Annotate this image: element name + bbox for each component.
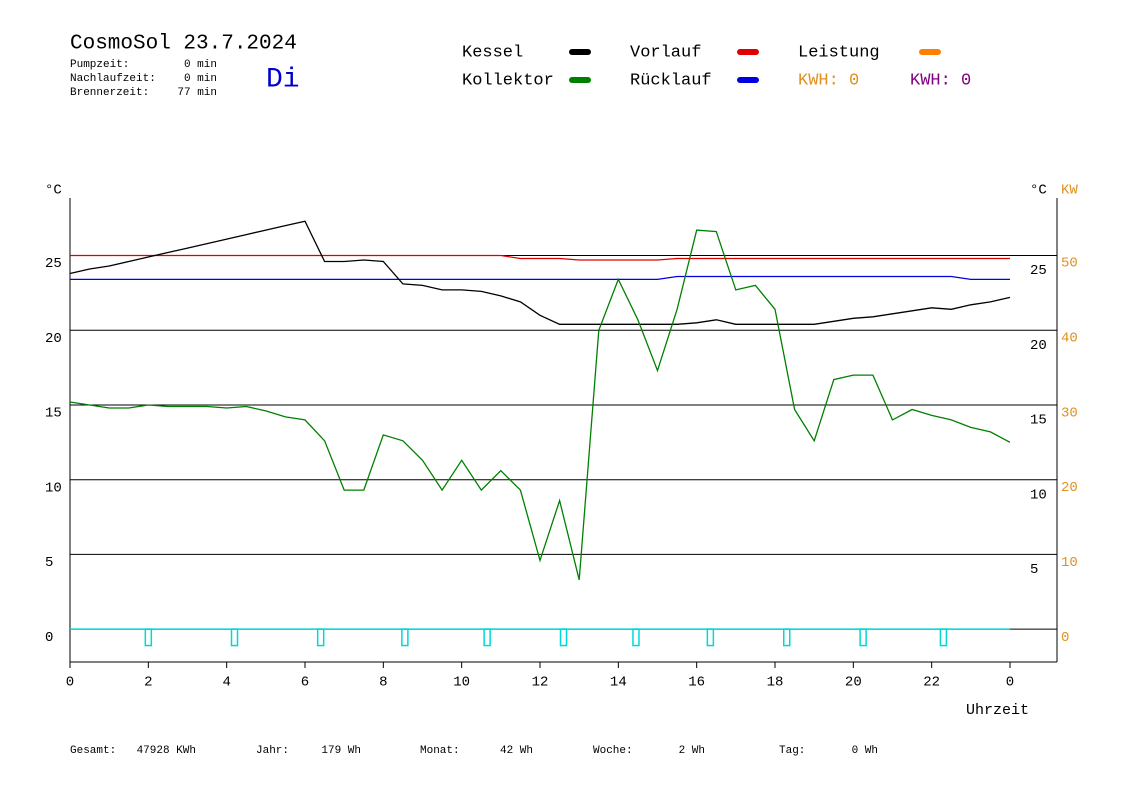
pump-pulse [783,628,791,647]
pump-pulse [401,628,409,647]
pump-pulse [144,628,153,647]
series-line [69,229,1011,580]
y-tick-label-right: 10 [1030,487,1047,503]
kwh-label: KWH: 0 [910,71,971,90]
legend-label: Kollektor [462,71,554,90]
x-tick-label: 22 [923,675,940,691]
total-value: 42 Wh [500,745,533,757]
title: CosmoSol 23.7.2024 [70,33,297,56]
legend-label: Vorlauf [630,43,701,62]
y2-tick-label: 10 [1061,555,1078,571]
total-value: 47928 KWh [137,745,196,757]
y-tick-label: 0 [45,630,53,646]
legend-label: Rücklauf [630,71,712,90]
y-tick-label-right: 5 [1030,562,1038,578]
x-tick-label: 10 [453,675,470,691]
total-label: Tag: [779,745,805,757]
pump-pulse [859,628,867,647]
pump-pulse [706,628,715,647]
y-tick-label-right: 20 [1030,338,1047,354]
series-line [70,275,1010,281]
y2-tick-label: 30 [1061,405,1078,421]
pump-pulse [483,628,491,647]
stat-label: Brennerzeit: [70,87,149,99]
y2-tick-label: 0 [1061,630,1069,646]
pump-pulse [230,628,239,647]
series-line [70,254,1010,261]
stat-value: 77 min [177,87,217,99]
pump-pulse [559,628,568,647]
stat-label: Pumpzeit: [70,59,129,71]
stat-label: Nachlaufzeit: [70,73,156,85]
x-tick-label: 20 [845,675,862,691]
x-tick-label: 12 [532,675,549,691]
stat-value: 0 min [184,59,217,71]
kwh-label: KWH: 0 [798,71,859,90]
y2-tick-label: 50 [1061,256,1078,272]
pump-pulse [632,628,640,647]
y-tick-label: 15 [45,406,62,422]
series-line [69,220,1011,325]
x-tick-label: 0 [1006,675,1014,691]
total-label: Monat: [420,745,460,757]
x-tick-label: 0 [66,675,74,691]
x-tick-label: 18 [767,675,784,691]
total-label: Woche: [593,745,633,757]
y-tick-label: 25 [45,256,62,272]
y-label-right: °C [1030,183,1047,199]
y-tick-label: 5 [45,555,53,571]
y-tick-label-right: 15 [1030,413,1047,429]
y2-tick-label: 40 [1061,330,1078,346]
y2-label: KW [1061,183,1078,199]
x-tick-label: 8 [379,675,387,691]
x-tick-label: 2 [144,675,152,691]
legend-label: Leistung [798,43,880,62]
legend-label: Kessel [462,43,523,62]
pump-pulse [939,628,948,647]
total-label: Jahr: [256,745,289,757]
x-label: Uhrzeit [966,702,1029,719]
y-tick-label: 20 [45,331,62,347]
total-value: 2 Wh [679,745,705,757]
total-value: 0 Wh [852,745,878,757]
stat-value: 0 min [184,73,217,85]
x-tick-label: 4 [222,675,230,691]
x-tick-label: 6 [301,675,309,691]
x-tick-label: 16 [688,675,705,691]
y-tick-label: 10 [45,480,62,496]
day: Di [266,64,300,95]
y-tick-label-right: 25 [1030,263,1047,279]
total-label: Gesamt: [70,745,116,757]
y2-tick-label: 20 [1061,480,1078,496]
y-label: °C [45,183,62,199]
pump-pulse [316,628,325,647]
total-value: 179 Wh [321,745,361,757]
x-tick-label: 14 [610,675,627,691]
